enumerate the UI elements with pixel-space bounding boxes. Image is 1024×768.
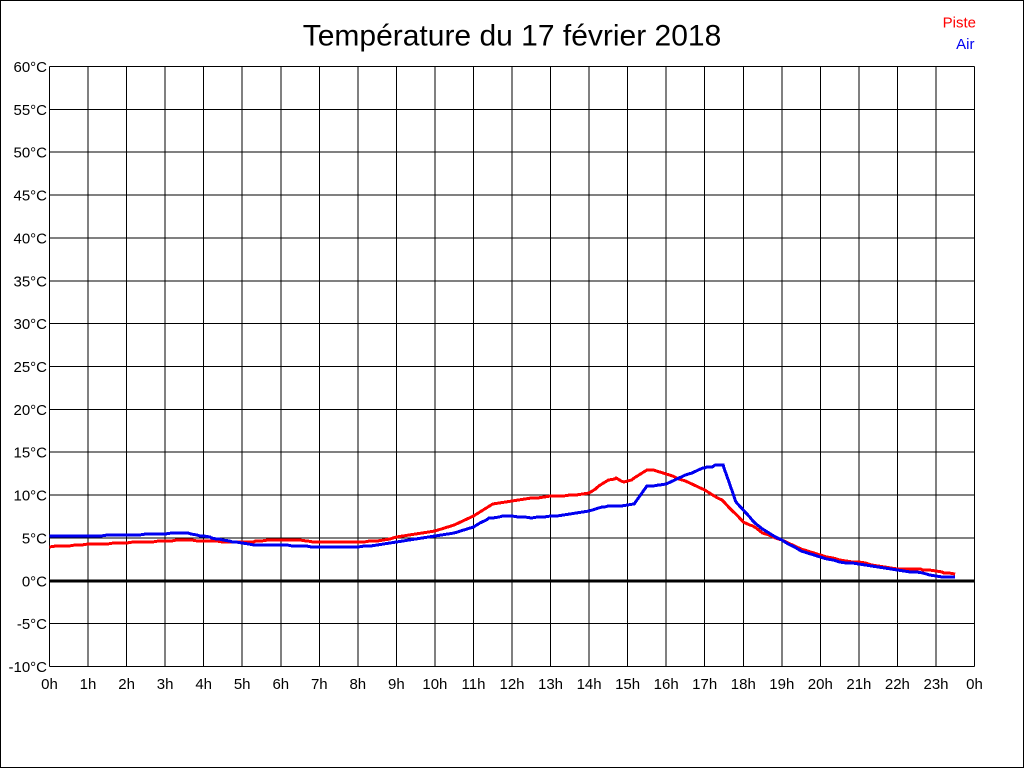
svg-text:20h: 20h [808,676,833,693]
svg-text:16h: 16h [654,676,679,693]
svg-text:7h: 7h [311,676,328,693]
svg-text:50°C: 50°C [13,145,47,162]
svg-text:10h: 10h [422,676,447,693]
svg-text:18h: 18h [731,676,756,693]
svg-text:8h: 8h [349,676,366,693]
svg-text:22h: 22h [885,676,910,693]
svg-text:21h: 21h [846,676,871,693]
svg-text:10°C: 10°C [13,488,47,505]
svg-text:40°C: 40°C [13,230,47,247]
svg-text:0h: 0h [41,676,58,693]
svg-text:-5°C: -5°C [17,616,47,633]
svg-text:60°C: 60°C [13,59,47,76]
svg-text:11h: 11h [462,676,486,693]
svg-text:14h: 14h [577,676,602,693]
svg-text:25°C: 25°C [13,359,47,376]
svg-text:6h: 6h [272,676,289,693]
svg-text:Air: Air [956,36,974,53]
svg-text:2h: 2h [118,676,135,693]
svg-text:17h: 17h [692,676,717,693]
svg-text:55°C: 55°C [13,102,47,119]
svg-text:3h: 3h [157,676,174,693]
svg-text:9h: 9h [388,676,405,693]
svg-text:15°C: 15°C [13,445,47,462]
svg-text:19h: 19h [769,676,794,693]
svg-text:5h: 5h [234,676,251,693]
svg-text:12h: 12h [499,676,524,693]
svg-text:-10°C: -10°C [8,659,47,676]
svg-text:0°C: 0°C [22,573,47,590]
svg-text:45°C: 45°C [13,188,47,205]
svg-text:0h: 0h [966,676,983,693]
svg-text:15h: 15h [615,676,640,693]
svg-text:5°C: 5°C [22,530,47,547]
svg-text:13h: 13h [538,676,563,693]
svg-text:23h: 23h [923,676,948,693]
svg-text:20°C: 20°C [13,402,47,419]
svg-text:Température du 17 février 2018: Température du 17 février 2018 [303,19,722,52]
svg-text:Piste: Piste [943,15,976,32]
svg-text:1h: 1h [80,676,97,693]
svg-text:4h: 4h [195,676,212,693]
svg-text:35°C: 35°C [13,273,47,290]
svg-text:30°C: 30°C [13,316,47,333]
